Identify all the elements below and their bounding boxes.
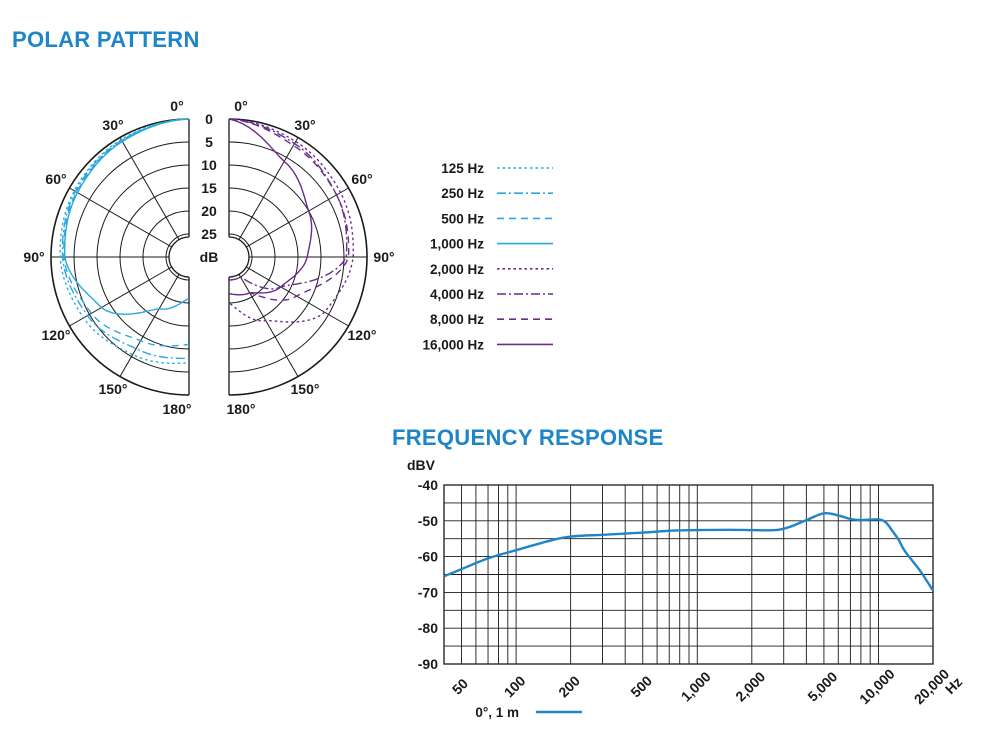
- freq-ytick-label: -80: [418, 620, 438, 636]
- polar-legend-label: 2,000 Hz: [430, 262, 484, 277]
- polar-unit-label: dB: [200, 249, 219, 265]
- polar-legend-label: 16,000 Hz: [422, 337, 484, 352]
- polar-spoke: [246, 187, 349, 248]
- freq-xtick-label: 100: [501, 672, 529, 700]
- polar-legend-label: 250 Hz: [441, 186, 484, 201]
- polar-angle-label: 0°: [234, 98, 247, 114]
- freq-ylabel: dBV: [407, 457, 436, 473]
- polar-angle-label: 180°: [163, 401, 192, 417]
- freq-ytick-label: -70: [418, 584, 438, 600]
- polar-series-4000hz: [228, 118, 348, 290]
- polar-hub: [228, 236, 250, 278]
- polar-angle-label: 30°: [102, 117, 123, 133]
- freq-legend-label: 0°, 1 m: [475, 705, 519, 720]
- freq-xtick-label: 1,000: [678, 668, 714, 704]
- polar-legend-label: 125 Hz: [441, 161, 484, 176]
- polar-spoke: [238, 137, 299, 240]
- polar-pattern-title: POLAR PATTERN: [12, 27, 200, 52]
- polar-series-2000hz: [228, 118, 355, 323]
- freq-xtick-label: 50: [449, 675, 471, 697]
- polar-legend-label: 8,000 Hz: [430, 312, 484, 327]
- freq-ytick-label: -60: [418, 549, 438, 565]
- polar-legend-label: 1,000 Hz: [430, 237, 484, 252]
- polar-series-250hz: [61, 118, 190, 360]
- freq-xtick-label: 10,000: [856, 666, 898, 708]
- freq-plot-frame: [443, 484, 934, 665]
- freq-xtick-label: 2,000: [732, 668, 768, 704]
- freq-ytick-label: -90: [418, 656, 438, 672]
- polar-spoke: [119, 137, 180, 240]
- polar-radial-label: 25: [201, 226, 217, 242]
- polar-radial-label: 10: [201, 157, 217, 173]
- polar-angle-label: 60°: [351, 171, 372, 187]
- polar-series-1000hz: [63, 118, 190, 316]
- frequency-response-title: FREQUENCY RESPONSE: [392, 425, 664, 450]
- freq-response-line: [443, 511, 935, 592]
- polar-angle-label: 150°: [291, 381, 320, 397]
- freq-ytick-label: -40: [418, 477, 438, 493]
- polar-angle-label: 30°: [294, 117, 315, 133]
- polar-angle-label: 120°: [42, 327, 71, 343]
- polar-spoke: [238, 274, 299, 377]
- polar-angle-label: 0°: [170, 98, 183, 114]
- polar-angle-label: 120°: [348, 327, 377, 343]
- freq-xtick-label: 200: [555, 672, 583, 700]
- polar-radial-label: 0: [205, 111, 213, 127]
- polar-angle-label: 180°: [227, 401, 256, 417]
- polar-radial-label: 20: [201, 203, 217, 219]
- freq-xtick-label: 500: [627, 672, 655, 700]
- polar-legend-label: 500 Hz: [441, 211, 484, 226]
- polar-radial-label: 15: [201, 180, 217, 196]
- polar-radial-label: 5: [205, 134, 213, 150]
- polar-series-500hz: [63, 118, 190, 347]
- polar-spoke: [119, 274, 180, 377]
- polar-series-16000hz: [228, 118, 313, 296]
- polar-angle-label: 90°: [23, 249, 44, 265]
- polar-series-125hz: [59, 118, 190, 364]
- polar-hub: [168, 236, 190, 278]
- polar-spoke: [69, 266, 172, 327]
- polar-legend-label: 4,000 Hz: [430, 287, 484, 302]
- polar-angle-label: 90°: [373, 249, 394, 265]
- polar-spoke: [69, 187, 172, 248]
- freq-ytick-label: -50: [418, 513, 438, 529]
- polar-angle-label: 150°: [99, 381, 128, 397]
- polar-angle-label: 60°: [45, 171, 66, 187]
- freq-xtick-label: 5,000: [804, 668, 840, 704]
